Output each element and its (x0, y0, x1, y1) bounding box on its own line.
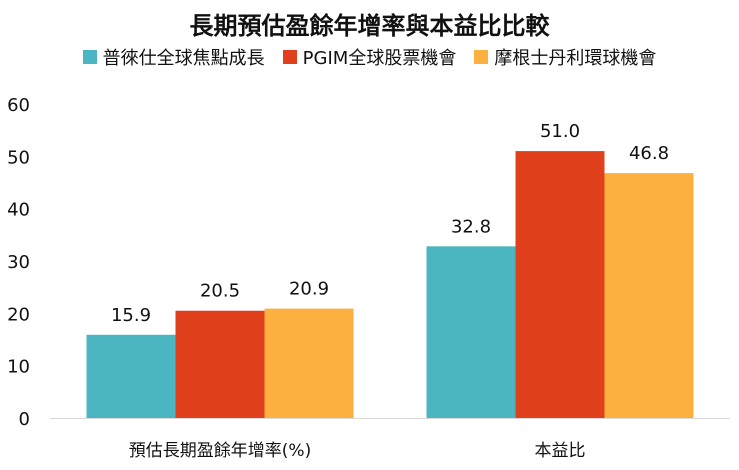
legend-swatch (474, 50, 489, 64)
bar (264, 308, 354, 418)
bar (515, 151, 605, 418)
legend-swatch (82, 50, 97, 64)
y-tick-label: 50 (7, 147, 30, 168)
y-tick-label: 40 (7, 200, 30, 221)
bar (175, 310, 265, 418)
legend-swatch (282, 50, 297, 64)
bar (604, 173, 694, 418)
category-label: 本益比 (535, 441, 586, 461)
data-label: 20.5 (200, 281, 240, 302)
data-label: 32.8 (451, 216, 491, 237)
y-tick-label: 0 (19, 409, 30, 430)
y-tick-label: 10 (7, 357, 30, 378)
legend: 普徠仕全球焦點成長 PGIM全球股票機會 摩根士丹利環球機會 (0, 44, 739, 70)
y-tick-label: 20 (7, 304, 30, 325)
legend-label: PGIM全球股票機會 (302, 48, 457, 69)
category-label: 預估長期盈餘年增率(%) (129, 441, 311, 461)
legend-item: PGIM全球股票機會 (282, 44, 457, 70)
legend-label: 普徠仕全球焦點成長 (102, 48, 265, 69)
bar (86, 334, 176, 418)
legend-label: 摩根士丹利環球機會 (494, 48, 657, 69)
legend-item: 普徠仕全球焦點成長 (82, 44, 265, 70)
data-label: 46.8 (629, 143, 669, 164)
data-label: 15.9 (111, 305, 151, 326)
bar (426, 246, 516, 418)
data-label: 20.9 (289, 279, 329, 300)
y-tick-label: 30 (7, 252, 30, 273)
chart-title: 長期預估盈餘年增率與本益比比較 (189, 12, 550, 40)
y-tick-label: 60 (7, 95, 30, 116)
legend-item: 摩根士丹利環球機會 (474, 44, 656, 70)
data-label: 51.0 (540, 121, 580, 142)
